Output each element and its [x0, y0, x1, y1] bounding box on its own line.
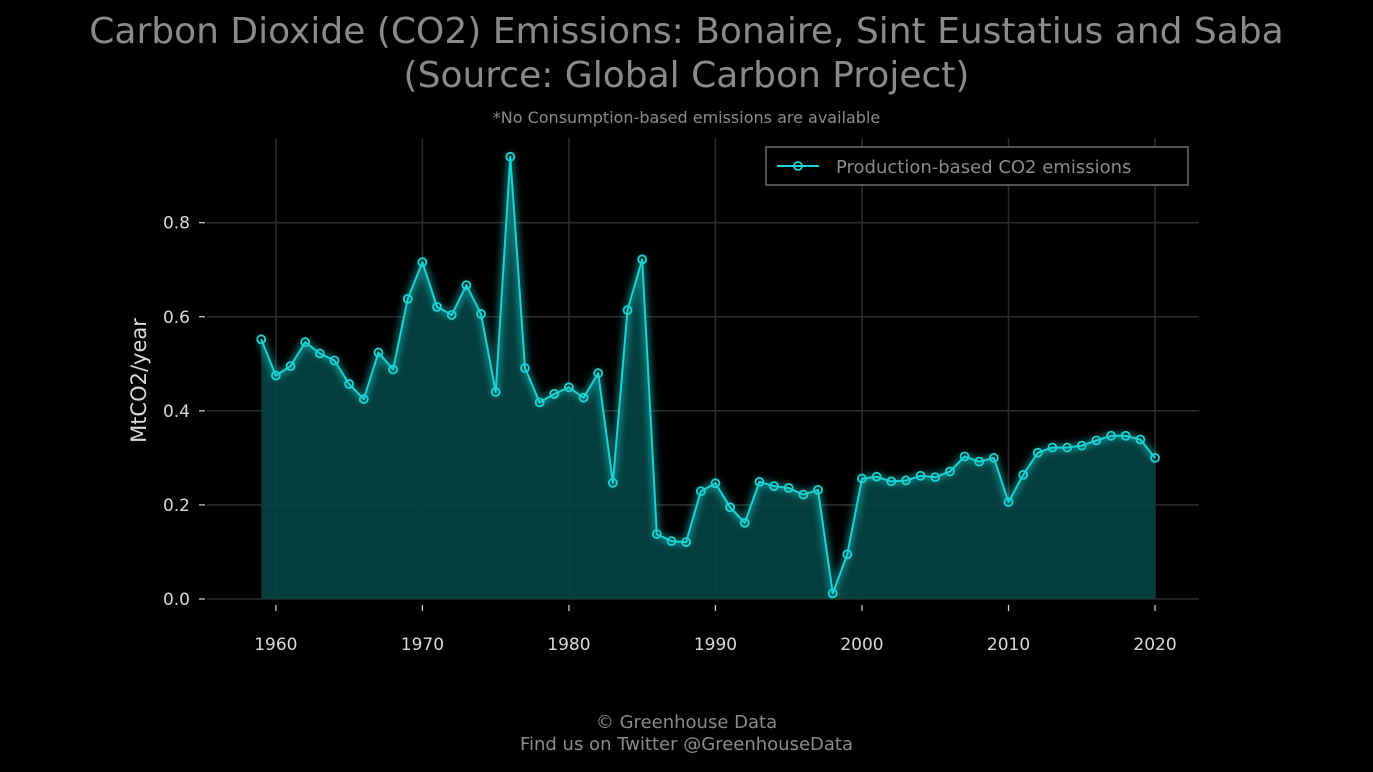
data-point-1988: [681, 537, 692, 547]
legend: Production-based CO2 emissions: [765, 146, 1189, 186]
data-point-1966: [358, 394, 369, 404]
x-tick-label-1990: 1990: [694, 635, 737, 655]
data-point-2014: [1062, 442, 1073, 453]
chart-subtitle: *No Consumption-based emissions are avai…: [492, 108, 881, 127]
legend-marker-swatch: [793, 161, 803, 171]
data-point-1961: [285, 361, 296, 372]
data-point-1978: [534, 397, 545, 408]
data-point-2010: [1003, 497, 1014, 507]
data-point-2007: [959, 451, 970, 462]
data-point-1993: [754, 476, 765, 487]
y-tick-label-2: 0.4: [163, 402, 190, 422]
data-point-1974: [476, 309, 486, 319]
data-point-1987: [666, 536, 677, 547]
data-point-1992: [739, 517, 750, 528]
data-point-1975: [490, 387, 501, 397]
y-tick-label-0: 0.0: [163, 590, 190, 610]
data-point-2002: [886, 476, 897, 487]
data-point-1983: [607, 477, 618, 488]
data-point-1997: [813, 484, 823, 495]
data-point-2009: [988, 452, 999, 463]
data-point-1971: [432, 301, 442, 312]
data-point-1989: [695, 486, 706, 497]
series-0-line: [260, 155, 1156, 595]
data-point-2001: [871, 471, 882, 482]
footer-twitter: Find us on Twitter @GreenhouseData: [519, 734, 854, 755]
data-point-1996: [798, 489, 809, 500]
data-point-1990: [710, 478, 721, 489]
series-lines: [257, 152, 1159, 598]
data-point-1984: [622, 305, 633, 316]
emissions-chart: 1960 1970 1980 1990 2000 2010 2020 0.0 0.2 0.4 0.6…: [127, 138, 1199, 655]
data-point-1986: [651, 529, 662, 539]
data-point-1981: [578, 392, 589, 403]
footer: © Greenhouse Data Find us on Twitter @Gr…: [0, 712, 1373, 756]
data-point-1962: [300, 337, 311, 348]
data-point-2017: [1106, 430, 1116, 441]
data-point-1972: [446, 309, 457, 320]
data-point-1994: [769, 481, 779, 492]
data-point-1960: [270, 370, 281, 381]
data-point-2016: [1091, 435, 1102, 446]
data-point-1982: [593, 368, 604, 379]
data-points: [256, 151, 1160, 599]
data-point-1976: [505, 151, 516, 162]
chart-title-line-2: (Source: Global Carbon Project): [403, 55, 970, 96]
y-tick-label-3: 0.6: [163, 308, 190, 328]
data-point-1977: [520, 363, 530, 373]
data-point-2006: [945, 466, 955, 477]
data-point-1964: [329, 355, 340, 366]
data-point-2005: [930, 472, 941, 483]
x-tick-label-1980: 1980: [547, 635, 590, 655]
y-axis-label: MtCO2/year: [127, 318, 151, 443]
data-point-1969: [402, 293, 413, 304]
data-point-1999: [842, 549, 853, 560]
data-point-1980: [564, 382, 574, 393]
axes: 1960 1970 1980 1990 2000 2010 2020 0.0 0.2 0.4 0.6…: [127, 214, 1177, 655]
y-tick-label-1: 0.2: [163, 496, 190, 516]
data-point-2011: [1018, 469, 1029, 480]
area-fill: [261, 156, 1155, 600]
data-point-1970: [417, 257, 428, 268]
data-point-1967: [373, 347, 384, 358]
data-point-1998: [827, 588, 838, 599]
data-point-2003: [901, 475, 911, 486]
x-tick-label-1960: 1960: [254, 635, 297, 655]
data-point-1991: [725, 502, 736, 513]
data-point-2018: [1120, 430, 1131, 441]
legend-box: [765, 146, 1189, 186]
data-point-1965: [344, 379, 355, 389]
data-point-1963: [314, 348, 325, 359]
x-tick-label-2010: 2010: [987, 635, 1030, 655]
x-tick-label-2000: 2000: [840, 635, 883, 655]
series-0-area: [261, 156, 1155, 600]
data-point-1995: [783, 483, 794, 493]
data-point-1979: [549, 389, 560, 399]
x-tick-label-2020: 2020: [1133, 635, 1176, 655]
data-point-2000: [857, 473, 867, 484]
data-point-1959: [256, 334, 267, 345]
data-point-2015: [1076, 440, 1087, 451]
chart-title-line-1: Carbon Dioxide (CO2) Emissions: Bonaire,…: [89, 11, 1284, 52]
y-tick-label-4: 0.8: [163, 214, 190, 234]
data-point-1973: [461, 280, 472, 291]
chart-title: Carbon Dioxide (CO2) Emissions: Bonaire,…: [0, 10, 1373, 98]
data-point-1985: [637, 254, 648, 265]
x-tick-label-1970: 1970: [401, 635, 444, 655]
legend-label: Production-based CO2 emissions: [836, 157, 1131, 178]
data-point-2019: [1135, 434, 1146, 445]
data-point-2020: [1150, 452, 1160, 463]
data-point-2004: [915, 470, 926, 481]
data-point-2008: [974, 456, 985, 467]
data-point-1968: [388, 364, 398, 375]
data-point-2012: [1032, 447, 1043, 458]
data-point-2013: [1047, 442, 1058, 453]
footer-copyright: © Greenhouse Data: [595, 712, 778, 733]
